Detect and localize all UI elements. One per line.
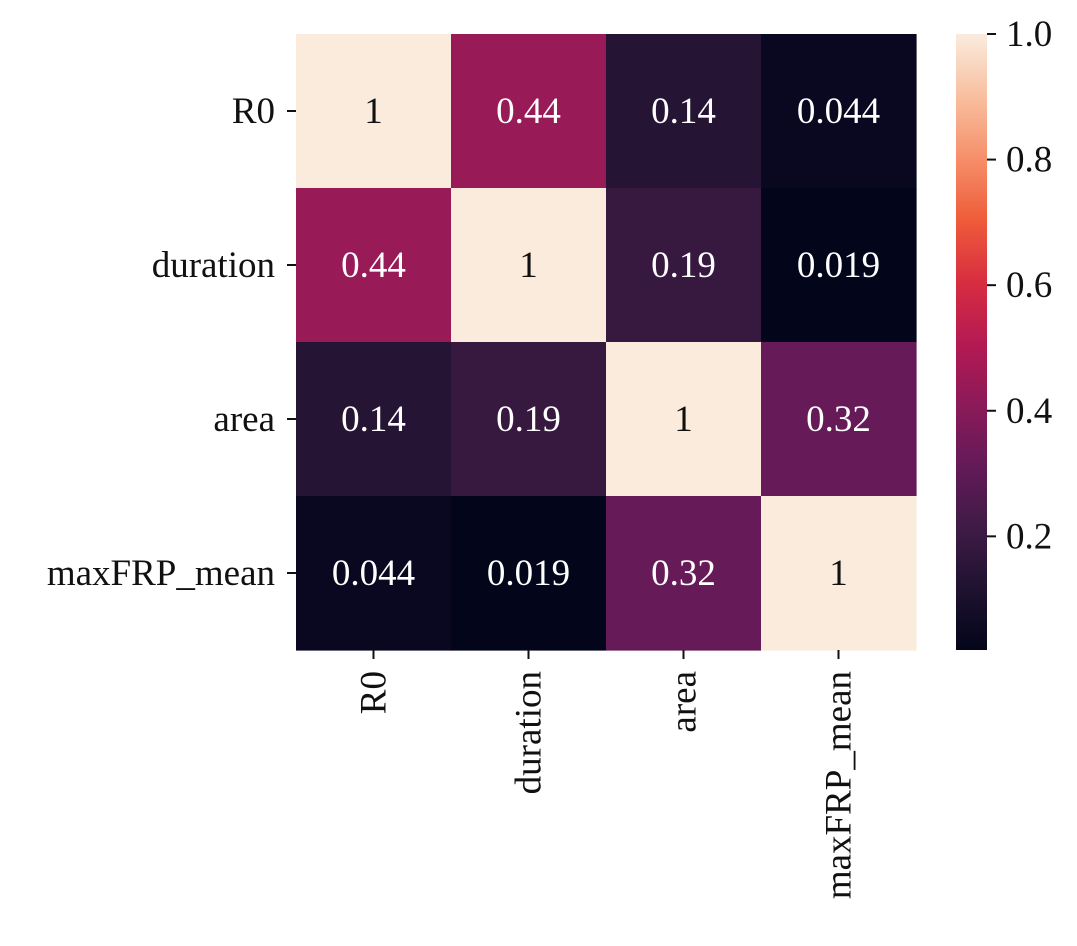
cell-value-label: 1 xyxy=(829,553,848,594)
heatmap-cell-area-r0 xyxy=(296,342,452,497)
colorbar-tick-label: 1.0 xyxy=(1006,14,1052,55)
cell-value-label: 0.44 xyxy=(496,91,561,132)
heatmap-cell-labels: 1 0.44 0.14 0.044 0.44 1 0.19 0.019 0.14 0.19 1 0.3… xyxy=(332,91,880,594)
heatmap-cell-r0-maxfrp-mean xyxy=(761,34,917,189)
heatmap-cell-duration-r0 xyxy=(296,188,452,343)
colorbar-tick-label: 0.8 xyxy=(1006,140,1052,181)
heatmap-cell-maxfrp-mean-area xyxy=(606,496,762,651)
heatmap-cell-maxfrp-mean-r0 xyxy=(296,496,452,651)
y-tick-label-r0: R0 xyxy=(232,91,275,132)
cell-value-label: 0.14 xyxy=(341,399,406,440)
y-tick-label-duration: duration xyxy=(152,245,275,286)
y-tick-label-area: area xyxy=(213,399,275,440)
heatmap-cell-duration-duration xyxy=(451,188,607,343)
colorbar-tick-label: 0.2 xyxy=(1006,516,1052,557)
x-tick-label-r0: R0 xyxy=(354,671,395,714)
x-tick-label-area: area xyxy=(664,671,705,733)
colorbar-tick-label: 0.6 xyxy=(1006,265,1052,306)
x-tick-label-maxfrp-mean: maxFRP_mean xyxy=(819,671,860,899)
cell-value-label: 0.19 xyxy=(651,245,716,286)
cell-value-label: 0.14 xyxy=(651,91,716,132)
cell-value-label: 0.019 xyxy=(487,553,570,594)
cell-value-label: 0.32 xyxy=(651,553,716,594)
heatmap-cell-maxfrp-mean-duration xyxy=(451,496,607,651)
heatmap-cell-maxfrp-mean-maxfrp-mean xyxy=(761,496,917,651)
x-axis: R0 duration area maxFRP_mean xyxy=(354,650,860,899)
heatmap-cell-area-maxfrp-mean xyxy=(761,342,917,497)
heatmap-cell-duration-area xyxy=(606,188,762,343)
colorbar-tick-label: 0.4 xyxy=(1006,391,1052,432)
cell-value-label: 1 xyxy=(674,399,693,440)
heatmap-cell-r0-area xyxy=(606,34,762,189)
heatmap-cell-r0-r0 xyxy=(296,34,452,189)
cell-value-label: 0.019 xyxy=(797,245,880,286)
colorbar: 0.2 0.4 0.6 0.8 1.0 xyxy=(956,14,1052,650)
heatmap-cell-area-duration xyxy=(451,342,607,497)
heatmap-cell-r0-duration xyxy=(451,34,607,189)
y-tick-label-maxfrp-mean: maxFRP_mean xyxy=(47,553,275,594)
heatmap-cell-duration-maxfrp-mean xyxy=(761,188,917,343)
heatmap-cell-area-area xyxy=(606,342,762,497)
cell-value-label: 0.44 xyxy=(341,245,406,286)
cell-value-label: 1 xyxy=(364,91,383,132)
cell-value-label: 0.044 xyxy=(797,91,880,132)
colorbar-gradient xyxy=(956,34,987,650)
y-axis: R0 duration area maxFRP_mean xyxy=(47,91,296,594)
heatmap-cells xyxy=(296,34,917,651)
cell-value-label: 1 xyxy=(519,245,538,286)
cell-value-label: 0.19 xyxy=(496,399,561,440)
cell-value-label: 0.32 xyxy=(806,399,871,440)
x-tick-label-duration: duration xyxy=(509,671,550,794)
cell-value-label: 0.044 xyxy=(332,553,415,594)
